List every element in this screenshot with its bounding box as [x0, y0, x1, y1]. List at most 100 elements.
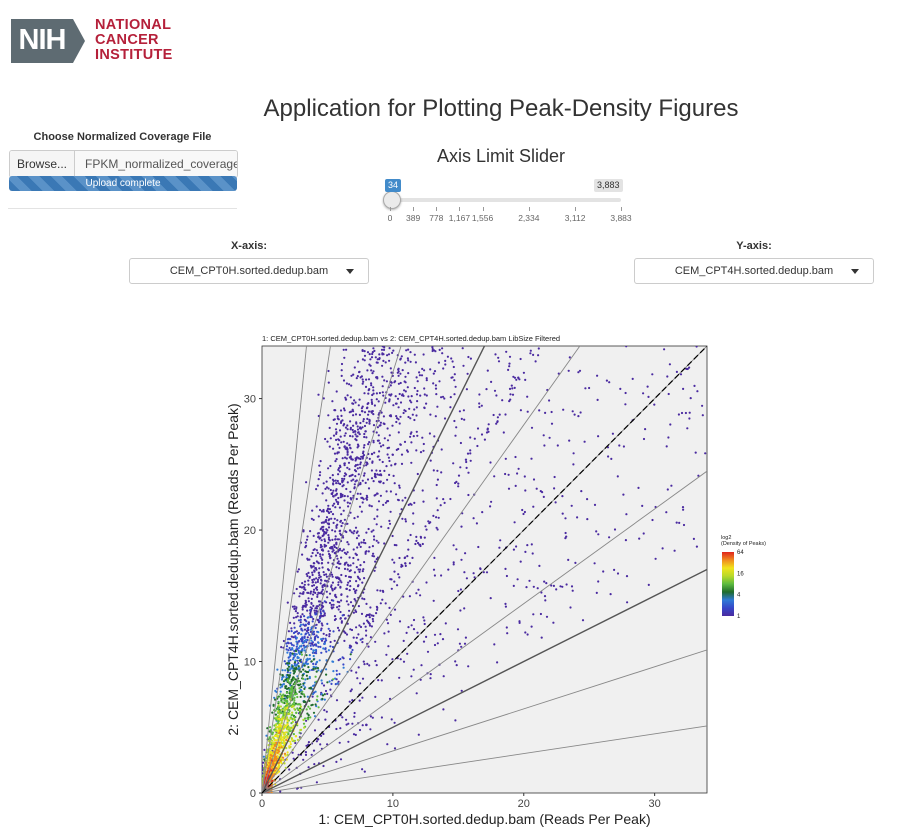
- scatter-point: [509, 393, 512, 396]
- scatter-point: [386, 453, 389, 456]
- scatter-point: [490, 380, 493, 383]
- scatter-point: [370, 382, 373, 385]
- scatter-point: [532, 478, 536, 481]
- scatter-point: [570, 504, 573, 507]
- scatter-point: [350, 628, 354, 632]
- scatter-point: [688, 366, 691, 369]
- scatter-point: [318, 592, 321, 595]
- scatter-point: [339, 579, 342, 582]
- scatter-point: [297, 568, 300, 571]
- scatter-point: [282, 733, 285, 736]
- slider-tick-label: 3,112: [564, 213, 586, 223]
- y-axis-select[interactable]: CEM_CPT4H.sorted.dedup.bam: [634, 258, 874, 284]
- scatter-point: [307, 714, 310, 717]
- scatter-point: [512, 375, 515, 378]
- scatter-point: [302, 668, 305, 671]
- scatter-point: [322, 482, 325, 485]
- scatter-point: [338, 629, 341, 632]
- scatter-point: [508, 387, 512, 390]
- scatter-point: [344, 574, 347, 578]
- scatter-point: [409, 399, 412, 402]
- scatter-point: [665, 445, 668, 448]
- scatter-point: [317, 641, 320, 644]
- scatter-point: [299, 623, 303, 626]
- scatter-point: [326, 568, 330, 571]
- scatter-point: [340, 513, 343, 516]
- scatter-point: [358, 699, 361, 702]
- scatter-point: [400, 462, 404, 465]
- scatter-point: [298, 595, 301, 598]
- scatter-point: [521, 508, 524, 512]
- scatter-point: [347, 543, 350, 546]
- scatter-point: [327, 526, 331, 529]
- file-name-field[interactable]: FPKM_normalized_coverage: [75, 151, 237, 177]
- scatter-point: [365, 550, 368, 553]
- scatter-point: [327, 381, 330, 384]
- scatter-point: [350, 498, 353, 501]
- scatter-point: [522, 371, 526, 374]
- scatter-point: [404, 496, 407, 499]
- scatter-point: [371, 554, 374, 557]
- scatter-point: [386, 500, 390, 503]
- scatter-point: [288, 690, 291, 693]
- scatter-point: [309, 606, 312, 609]
- scatter-point: [307, 600, 310, 603]
- browse-button[interactable]: Browse...: [10, 151, 75, 177]
- scatter-point: [299, 705, 302, 708]
- scatter-point: [317, 515, 320, 518]
- scatter-point: [327, 550, 330, 553]
- file-input[interactable]: Browse... FPKM_normalized_coverage: [9, 150, 238, 178]
- x-axis-select[interactable]: CEM_CPT0H.sorted.dedup.bam: [129, 258, 369, 284]
- scatter-point: [365, 494, 368, 497]
- scatter-point: [286, 662, 289, 665]
- scatter-point: [386, 478, 389, 481]
- scatter-point: [351, 648, 354, 652]
- scatter-point: [530, 426, 534, 429]
- scatter-point: [364, 385, 368, 388]
- scatter-point: [398, 486, 401, 489]
- scatter-point: [370, 530, 373, 533]
- scatter-point: [602, 570, 605, 573]
- scatter-point: [331, 545, 334, 548]
- scatter-point: [273, 739, 276, 742]
- scatter-point: [315, 560, 318, 563]
- scatter-point: [366, 662, 369, 665]
- scatter-point: [404, 520, 407, 523]
- scatter-point: [316, 660, 319, 663]
- scatter-point: [314, 607, 317, 610]
- scatter-point: [365, 613, 369, 617]
- scatter-point: [288, 646, 291, 650]
- slider-track[interactable]: [390, 198, 621, 202]
- scatter-point: [307, 583, 310, 586]
- scatter-point: [415, 430, 418, 433]
- scatter-point: [271, 731, 275, 734]
- ratio-reference-line: [262, 346, 402, 793]
- y-tick-label: 10: [244, 657, 256, 669]
- scatter-point: [358, 505, 362, 508]
- scatter-point: [289, 671, 292, 674]
- scatter-point: [319, 553, 322, 556]
- scatter-point: [454, 719, 457, 722]
- scatter-point: [322, 525, 325, 528]
- scatter-point: [336, 538, 339, 541]
- scatter-point: [375, 558, 378, 561]
- scatter-point: [343, 445, 346, 448]
- scatter-point: [341, 549, 344, 552]
- scatter-point: [367, 378, 371, 381]
- scatter-point: [360, 612, 364, 615]
- scatter-point: [354, 433, 357, 436]
- scatter-point: [340, 374, 343, 377]
- scatter-point: [529, 352, 532, 355]
- scatter-point: [309, 592, 312, 595]
- scatter-point: [387, 645, 390, 648]
- scatter-point: [344, 396, 347, 399]
- scatter-point: [332, 670, 335, 673]
- scatter-point: [300, 633, 303, 636]
- scatter-point: [362, 568, 365, 571]
- scatter-point: [331, 400, 334, 403]
- scatter-point: [375, 605, 378, 608]
- scatter-point: [490, 500, 493, 503]
- scatter-point: [388, 459, 391, 463]
- scatter-point: [327, 538, 330, 541]
